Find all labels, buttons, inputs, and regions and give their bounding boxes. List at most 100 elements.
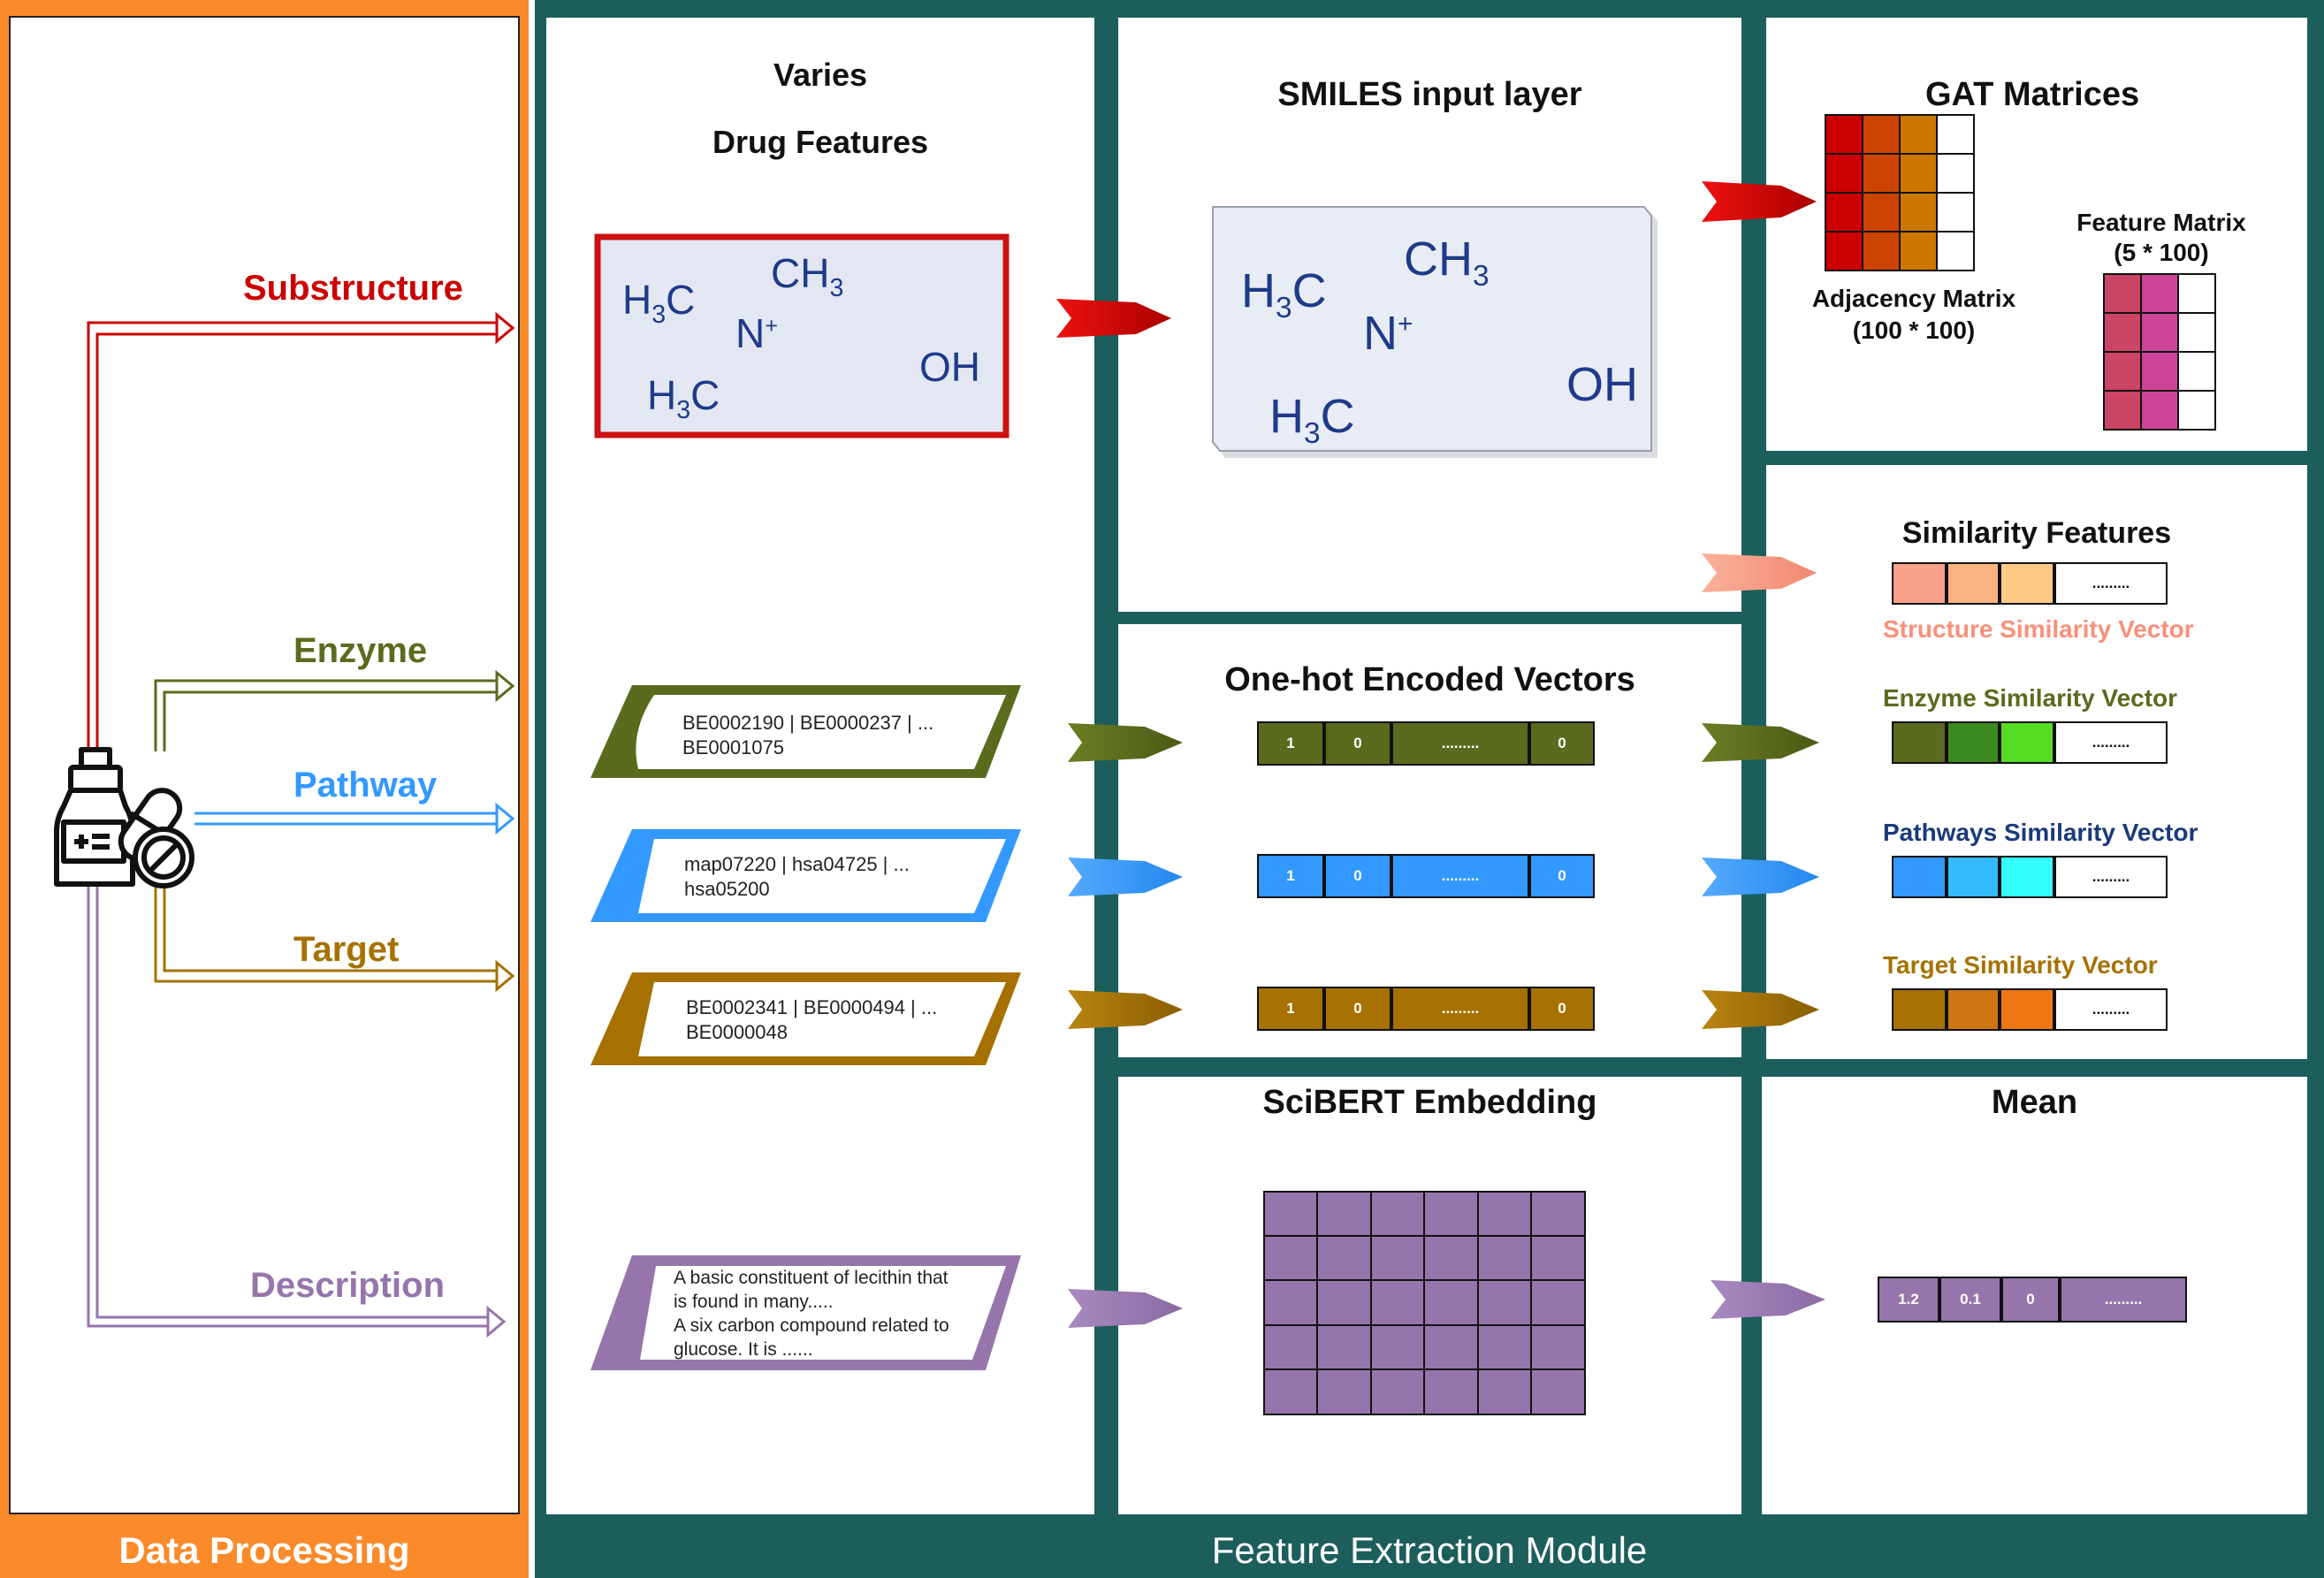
onehot-cell: .........	[1391, 987, 1529, 1031]
similarity-cell	[1947, 562, 2000, 605]
onehot-cell: 0	[1529, 721, 1595, 766]
similarity-title: Similarity Features	[1901, 516, 2172, 550]
onehot-cell: .........	[1391, 854, 1529, 898]
molecule1-ch3: CH3	[771, 250, 844, 303]
branch-label-description: Description	[250, 1266, 446, 1305]
onehot-cell: 1	[1257, 854, 1324, 898]
similarity-label-pathways: Pathways Similarity Vector	[1883, 819, 2198, 846]
similarity-cell	[1947, 721, 2000, 764]
molecule2-n-plus: N+	[1363, 307, 1413, 360]
arrow-description-scibert	[1068, 1289, 1183, 1328]
molecule1-oh: OH	[919, 344, 980, 390]
molecule1-h3c-left: H3C	[622, 277, 696, 330]
description-connector	[87, 884, 507, 1338]
similarity-cell	[1947, 856, 2000, 898]
feature-label-line2: (5 * 100)	[2114, 239, 2209, 266]
similarity-vector-structure: .........	[1892, 562, 2168, 605]
similarity-cell: .........	[2054, 988, 2168, 1031]
mean-cell: .........	[2060, 1277, 2187, 1323]
branch-label-enzyme: Enzyme	[293, 631, 428, 670]
description-input-line1: A basic constituent of lecithin that	[674, 1268, 949, 1288]
mean-title: Mean	[1991, 1084, 2078, 1121]
similarity-cell	[2000, 721, 2054, 764]
adjacency-matrix	[1825, 114, 1975, 271]
molecule2-h3c-bottom: H3C	[1269, 390, 1355, 450]
pathway-connector	[194, 802, 515, 835]
adjacency-label-line2: (100 * 100)	[1852, 316, 1976, 344]
enzyme-connector	[154, 669, 515, 751]
arrow-pathway-onehot	[1068, 858, 1183, 896]
drug-features-title-line2: Drug Features	[712, 124, 929, 160]
similarity-cell: .........	[2054, 562, 2168, 605]
similarity-cell	[2000, 562, 2054, 605]
similarity-cell	[2000, 856, 2054, 898]
onehot-cell: 0	[1529, 987, 1595, 1031]
onehot-panel	[1118, 624, 1741, 1057]
arrow-to-similarity-structure	[1702, 553, 1817, 592]
gat-title: GAT Matrices	[1925, 76, 2140, 113]
mean-cell: 1.2	[1878, 1277, 1939, 1323]
onehot-vector-pathway: 1 0 ......... 0	[1257, 854, 1595, 898]
mean-vector: 1.2 0.1 0 .........	[1878, 1277, 2187, 1323]
similarity-cell	[1892, 562, 1947, 605]
substructure-connector	[87, 311, 515, 760]
similarity-cell	[1947, 988, 2000, 1031]
description-input-line3: A six carbon compound related to	[674, 1315, 949, 1336]
feature-label-line1: Feature Matrix	[2076, 209, 2246, 236]
enzyme-input-line1: BE0002190 | BE0000237 | ...	[682, 712, 934, 734]
similarity-label-target: Target Similarity Vector	[1883, 951, 2158, 979]
molecule2-h3c-left: H3C	[1241, 264, 1327, 324]
arrow-pathway-similarity	[1702, 858, 1819, 896]
pathway-input-line1: map07220 | hsa04725 | ...	[684, 853, 910, 875]
molecule-box	[594, 233, 1010, 438]
onehot-cell: 0	[1324, 854, 1391, 898]
molecule2-ch3: CH3	[1404, 233, 1490, 293]
similarity-vector-enzyme: .........	[1892, 721, 2168, 764]
similarity-label-structure: Structure Similarity Vector	[1883, 615, 2194, 643]
drug-features-title-line1: Varies	[773, 57, 868, 93]
target-input-shape	[591, 972, 1021, 1065]
similarity-cell: .........	[2054, 856, 2168, 898]
arrow-target-onehot	[1068, 990, 1183, 1029]
similarity-cell	[1892, 721, 1947, 764]
pathway-input-line2: hsa05200	[684, 878, 770, 900]
description-input-shape	[591, 1255, 1021, 1370]
arrow-scibert-mean	[1711, 1280, 1825, 1319]
pathway-input-shape	[591, 829, 1021, 922]
onehot-cell: 0	[1324, 721, 1391, 766]
enzyme-input-line2: BE0001075	[682, 736, 784, 759]
scibert-embedding-grid	[1263, 1191, 1586, 1415]
feature-matrix	[2103, 273, 2216, 431]
arrow-substructure-smiles	[1056, 299, 1171, 338]
scibert-title: SciBERT Embedding	[1262, 1084, 1597, 1121]
smiles-card	[1212, 206, 1657, 458]
similarity-cell	[1892, 856, 1947, 898]
feature-extraction-footer: Feature Extraction Module	[1211, 1529, 1648, 1571]
arrow-smiles-gat	[1702, 181, 1817, 222]
medicine-bottle-pills-icon	[54, 747, 194, 888]
enzyme-input-shape	[591, 685, 1021, 778]
similarity-label-enzyme: Enzyme Similarity Vector	[1883, 684, 2178, 712]
onehot-cell: 0	[1324, 987, 1391, 1031]
target-connector	[154, 884, 515, 993]
branch-label-pathway: Pathway	[293, 766, 438, 804]
branch-label-target: Target	[293, 930, 400, 969]
target-input-line1: BE0002341 | BE0000494 | ...	[686, 996, 938, 1018]
onehot-cell: 1	[1257, 987, 1324, 1031]
mean-cell: 0	[2001, 1277, 2060, 1323]
molecule2-oh: OH	[1566, 358, 1638, 411]
arrow-enzyme-similarity	[1702, 723, 1819, 762]
onehot-cell: 1	[1257, 721, 1324, 766]
mean-cell: 0.1	[1939, 1277, 2001, 1323]
target-input-line2: BE0000048	[686, 1021, 788, 1043]
arrow-enzyme-onehot	[1068, 723, 1183, 762]
data-processing-footer: Data Processing	[118, 1529, 410, 1571]
molecule1-n-plus: N+	[735, 310, 779, 356]
description-input-line4: glucose. It is ......	[674, 1339, 813, 1360]
description-input-line2: is found in many.....	[674, 1292, 834, 1312]
similarity-cell	[2000, 988, 2054, 1031]
onehot-cell: .........	[1391, 721, 1529, 766]
similarity-vector-pathways: .........	[1892, 856, 2168, 898]
